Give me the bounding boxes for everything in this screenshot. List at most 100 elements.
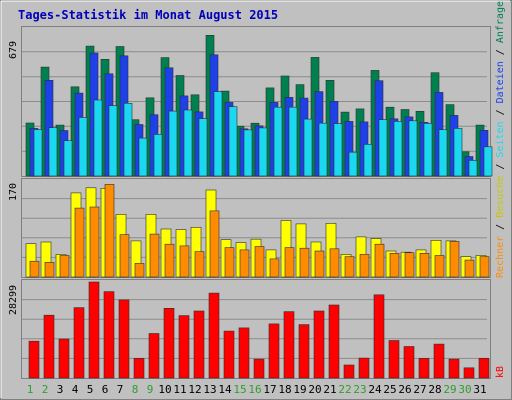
x-tick-label: 26 xyxy=(398,383,411,396)
bar-kb xyxy=(58,338,70,379)
bar-rechner xyxy=(434,255,445,278)
bar-kb xyxy=(223,330,235,379)
x-tick-label: 1 xyxy=(27,383,34,396)
x-tick-label: 14 xyxy=(218,383,232,396)
bar-rechner xyxy=(479,256,490,278)
x-tick-label: 25 xyxy=(383,383,396,396)
legend-top-middle: Rechner / Besuche / Seiten / Dateien / A… xyxy=(495,0,506,278)
bar-seiten xyxy=(273,106,283,177)
bar-rechner xyxy=(254,246,265,278)
bar-rechner xyxy=(59,255,70,278)
x-tick-label: 18 xyxy=(278,383,291,396)
bar-seiten xyxy=(183,109,193,177)
x-tick-label: 8 xyxy=(132,383,139,396)
bottom-ymax-label: 28299 xyxy=(8,285,19,315)
bar-rechner xyxy=(389,253,400,278)
bar-seiten xyxy=(393,121,403,177)
x-tick-label: 11 xyxy=(173,383,186,396)
bar-seiten xyxy=(63,140,73,177)
bar-rechner xyxy=(419,253,430,278)
bar-seiten xyxy=(78,117,88,177)
bar-kb xyxy=(73,307,85,379)
bar-seiten xyxy=(48,127,58,177)
bar-rechner xyxy=(299,247,310,278)
bar-rechner xyxy=(329,248,340,278)
x-tick-label: 16 xyxy=(248,383,261,396)
middle-ymax-label: 170 xyxy=(8,183,19,201)
x-tick-label: 2 xyxy=(42,383,49,396)
x-tick-label: 28 xyxy=(428,383,441,396)
bar-seiten xyxy=(108,105,118,177)
bar-rechner xyxy=(104,184,115,278)
x-tick-label: 13 xyxy=(203,383,216,396)
bar-kb xyxy=(388,340,400,379)
bar-rechner xyxy=(164,243,175,278)
x-tick-label: 31 xyxy=(473,383,486,396)
legend-separator: / xyxy=(495,218,506,236)
bar-seiten xyxy=(228,106,238,177)
bar-seiten xyxy=(123,103,133,177)
bar-rechner xyxy=(74,207,85,278)
bar-seiten xyxy=(288,106,298,177)
bar-seiten xyxy=(243,129,253,177)
bar-kb xyxy=(28,340,40,379)
bar-seiten xyxy=(318,122,328,177)
bar-seiten xyxy=(453,128,463,177)
legend-besuche: Besuche xyxy=(495,176,506,218)
bar-kb xyxy=(208,292,220,379)
bar-seiten xyxy=(198,118,208,177)
bar-rechner xyxy=(344,256,355,278)
bar-seiten xyxy=(483,146,493,177)
legend-separator: / xyxy=(495,43,506,61)
bar-kb xyxy=(433,343,445,379)
bar-kb xyxy=(88,281,100,379)
bar-kb xyxy=(253,358,265,379)
legend-rechner: Rechner xyxy=(495,236,506,278)
x-tick-label: 17 xyxy=(263,383,276,396)
bar-seiten xyxy=(423,123,433,177)
bar-seiten xyxy=(468,160,478,177)
bar-rechner xyxy=(224,247,235,278)
legend-separator: / xyxy=(495,158,506,176)
legend-anfragen: Anfragen xyxy=(495,0,506,43)
bar-kb xyxy=(148,333,160,379)
bar-rechner xyxy=(29,260,40,278)
bar-seiten xyxy=(93,99,103,177)
x-tick-label: 21 xyxy=(323,383,336,396)
bar-rechner xyxy=(89,206,100,278)
bar-rechner xyxy=(404,252,415,278)
bar-kb xyxy=(103,291,115,379)
bar-kb xyxy=(193,310,205,379)
bar-rechner xyxy=(314,250,325,278)
x-tick-label: 7 xyxy=(117,383,124,396)
x-tick-label: 15 xyxy=(233,383,246,396)
x-tick-label: 20 xyxy=(308,383,321,396)
bar-seiten xyxy=(408,120,418,177)
bar-rechner xyxy=(239,249,250,278)
legend-dateien: Dateien xyxy=(495,61,506,103)
bar-seiten xyxy=(153,134,163,177)
bar-kb xyxy=(418,358,430,379)
bar-rechner xyxy=(119,234,130,278)
bar-rechner xyxy=(269,258,280,278)
x-tick-label: 30 xyxy=(458,383,471,396)
x-tick-label: 3 xyxy=(57,383,64,396)
x-axis-labels: 1 2 3 4 5 6 7 8 9 10 11 12 13 14 15 16 17 18 19 20 21 22 23 24 2… xyxy=(27,383,487,396)
bar-rechner xyxy=(464,259,475,278)
bar-kb xyxy=(133,357,145,379)
bar-kb xyxy=(403,346,415,379)
bar-kb xyxy=(373,294,385,379)
bar-kb xyxy=(328,304,340,379)
x-tick-label: 22 xyxy=(338,383,351,396)
legend-separator: / xyxy=(495,103,506,121)
bar-seiten xyxy=(33,129,43,177)
x-tick-label: 24 xyxy=(368,383,382,396)
bar-seiten xyxy=(363,144,373,177)
bar-rechner xyxy=(194,251,205,278)
bar-rechner xyxy=(374,243,385,278)
bar-kb xyxy=(463,367,475,379)
bar-kb xyxy=(43,314,55,379)
x-tick-label: 6 xyxy=(102,383,109,396)
bar-seiten xyxy=(168,110,178,177)
x-tick-label: 9 xyxy=(147,383,154,396)
